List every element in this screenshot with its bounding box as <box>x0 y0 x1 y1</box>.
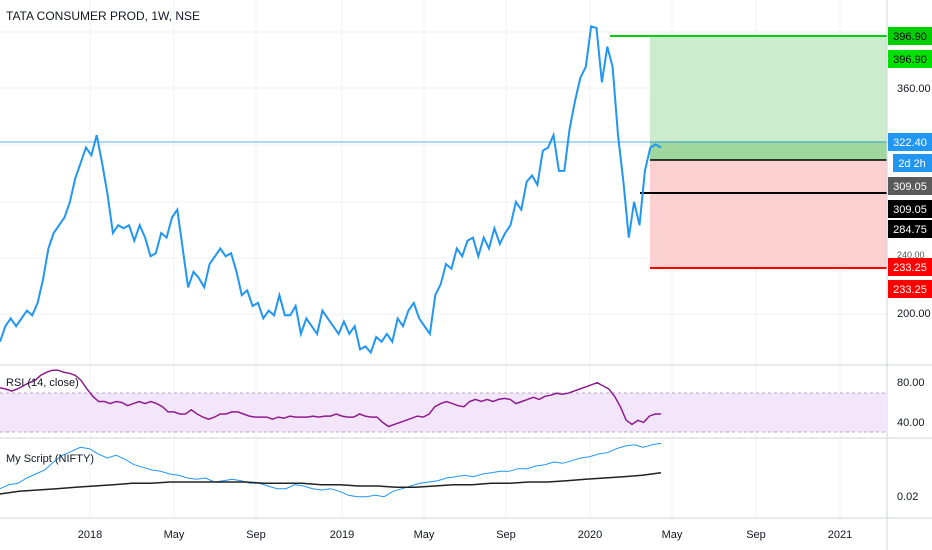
badge-stop: 233.25 <box>888 280 932 298</box>
badge-entry-gray: 309.05 <box>888 177 932 195</box>
svg-text:233.25: 233.25 <box>893 262 927 274</box>
svg-text:284.75: 284.75 <box>893 224 927 236</box>
rsi-series-line <box>0 369 661 428</box>
script-series-line-dark <box>0 471 662 495</box>
time-tick-label: 2019 <box>330 529 354 541</box>
time-tick-label: Sep <box>746 529 766 541</box>
svg-text:322.40: 322.40 <box>893 137 927 149</box>
rsi-band <box>0 393 887 432</box>
price-tick: 200.00 <box>897 308 931 320</box>
time-tick-label: May <box>164 529 185 541</box>
badge-stop-top: 233.25 <box>888 258 932 276</box>
profit-zone <box>650 36 887 160</box>
svg-text:2d 2h: 2d 2h <box>898 158 926 170</box>
time-tick-label: 2021 <box>828 529 852 541</box>
badge-entry-black: 309.05 <box>888 200 932 218</box>
time-tick-label: May <box>662 529 683 541</box>
badge-countdown: 2d 2h <box>893 154 932 172</box>
script-tick: 0.02 <box>897 491 918 503</box>
price-tick-hidden: 240.00 <box>897 250 925 260</box>
price-tick: 360.00 <box>897 83 931 95</box>
loss-zone <box>650 160 887 268</box>
chart-title: TATA CONSUMER PROD, 1W, NSE <box>6 9 200 23</box>
time-tick-label: Sep <box>496 529 516 541</box>
svg-text:396.90: 396.90 <box>893 54 927 66</box>
svg-text:309.05: 309.05 <box>893 181 927 193</box>
time-tick-label: Sep <box>246 529 266 541</box>
script-series-line-blue <box>0 442 662 498</box>
time-tick-label: May <box>414 529 435 541</box>
badge-target-top: 396.90 <box>888 27 932 45</box>
badge-target: 396.90 <box>888 50 932 68</box>
time-axis[interactable]: 2018 May Sep 2019 May Sep 2020 May Sep 2021 <box>78 529 852 541</box>
time-tick-label: 2020 <box>578 529 602 541</box>
price-series-line <box>0 25 662 355</box>
time-tick-label: 2018 <box>78 529 102 541</box>
svg-text:396.90: 396.90 <box>893 31 927 43</box>
badge-current: 322.40 <box>888 133 932 151</box>
rsi-tick: 40.00 <box>897 417 925 429</box>
profit-zone-entry-band <box>650 141 887 160</box>
rsi-label: RSI (14, close) <box>6 377 79 389</box>
svg-text:309.05: 309.05 <box>893 204 927 216</box>
svg-text:233.25: 233.25 <box>893 284 927 296</box>
rsi-tick: 80.00 <box>897 377 925 389</box>
script-label: My Script (NIFTY) <box>6 453 94 465</box>
badge-low: 284.75 <box>888 220 932 238</box>
